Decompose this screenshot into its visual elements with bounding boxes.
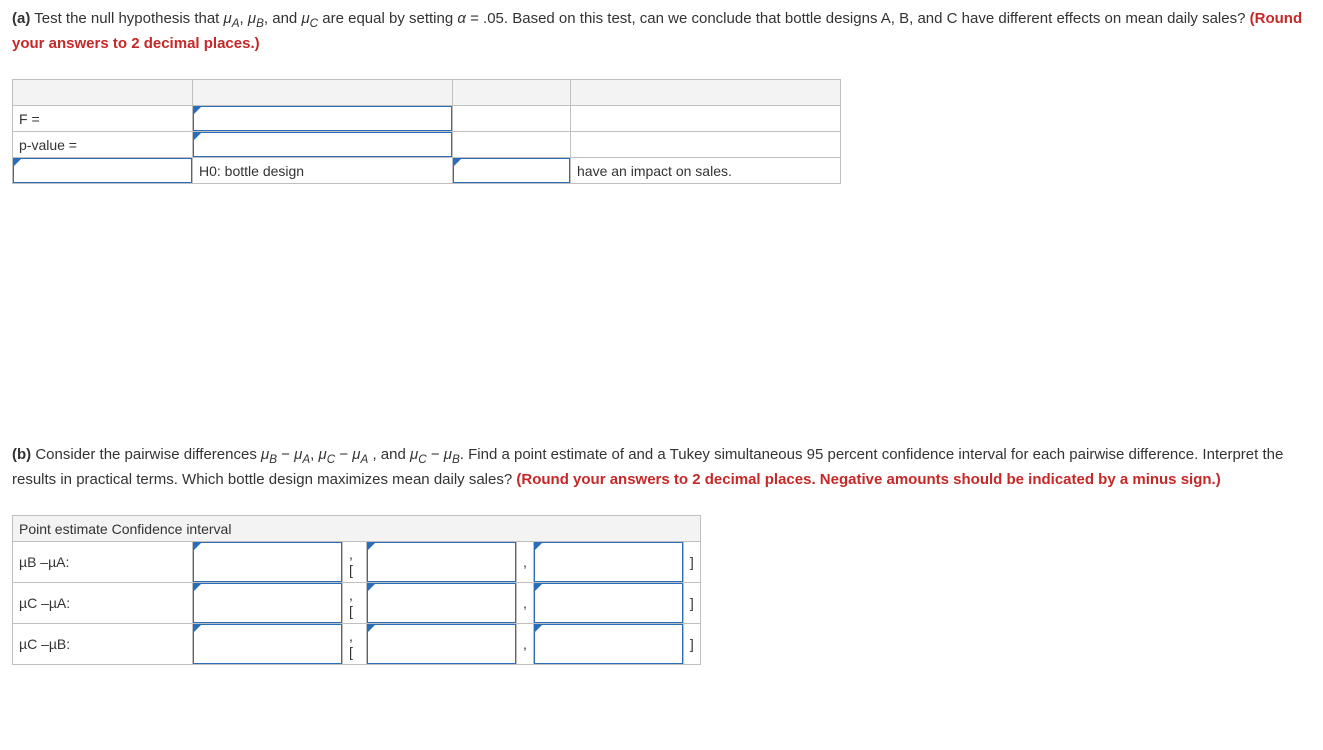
- bracket-open: , [: [343, 542, 367, 583]
- table-b: Point estimate Confidence interval µB –µ…: [12, 515, 701, 665]
- decision-input[interactable]: [13, 158, 193, 184]
- bracket-close: ]: [683, 624, 700, 665]
- bracket-open: , [: [343, 583, 367, 624]
- diff-label: µB –µA:: [13, 542, 193, 583]
- point-estimate-input[interactable]: [193, 624, 343, 665]
- blank-cell: [571, 132, 841, 158]
- round-note-b: (Round your answers to 2 decimal places.…: [516, 471, 1220, 488]
- ci-upper-input[interactable]: [533, 583, 683, 624]
- blank-cell: [453, 106, 571, 132]
- f-input[interactable]: [193, 106, 453, 132]
- ci-lower-input[interactable]: [367, 624, 517, 665]
- bracket-open: , [: [343, 624, 367, 665]
- pvalue-input[interactable]: [193, 132, 453, 158]
- h0-label: H0: bottle design: [193, 158, 453, 184]
- f-label: F =: [13, 106, 193, 132]
- table-row: µB –µA: , [ , ]: [13, 542, 701, 583]
- table-a-header-cell: [453, 80, 571, 106]
- blank-cell: [571, 106, 841, 132]
- point-estimate-input[interactable]: [193, 583, 343, 624]
- table-row: µC –µB: , [ , ]: [13, 624, 701, 665]
- ci-lower-input[interactable]: [367, 583, 517, 624]
- table-row: µC –µA: , [ , ]: [13, 583, 701, 624]
- table-a-header-cell: [193, 80, 453, 106]
- bracket-close: ]: [683, 542, 700, 583]
- part-a-text: (a) Test the null hypothesis that μA, μB…: [12, 8, 1311, 55]
- diff-label: µC –µA:: [13, 583, 193, 624]
- ci-upper-input[interactable]: [533, 624, 683, 665]
- table-a-header-cell: [13, 80, 193, 106]
- diff-label: µC –µB:: [13, 624, 193, 665]
- part-a-label: (a): [12, 10, 30, 27]
- point-estimate-input[interactable]: [193, 542, 343, 583]
- blank-cell: [453, 132, 571, 158]
- comma: ,: [517, 542, 534, 583]
- impact-text: have an impact on sales.: [571, 158, 841, 184]
- part-b-label: (b): [12, 446, 31, 463]
- does-input[interactable]: [453, 158, 571, 184]
- ci-lower-input[interactable]: [367, 542, 517, 583]
- table-a: F = p-value = H0: bottle design have an …: [12, 79, 841, 184]
- comma: ,: [517, 624, 534, 665]
- table-b-header: Point estimate Confidence interval: [13, 516, 701, 542]
- part-b-text: (b) Consider the pairwise differences μB…: [12, 444, 1311, 491]
- spacer: [12, 184, 1311, 444]
- table-a-header-cell: [571, 80, 841, 106]
- pvalue-label: p-value =: [13, 132, 193, 158]
- bracket-close: ]: [683, 583, 700, 624]
- ci-upper-input[interactable]: [533, 542, 683, 583]
- comma: ,: [517, 583, 534, 624]
